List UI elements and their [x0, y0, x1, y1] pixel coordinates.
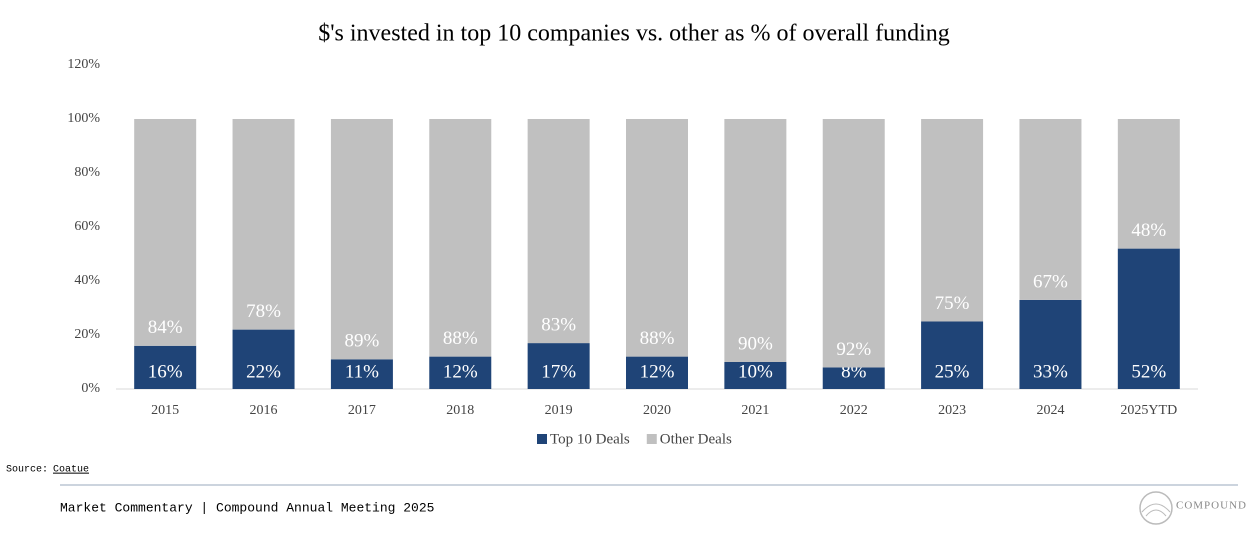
bar-segment: [626, 356, 688, 389]
bar-segment: [822, 367, 885, 389]
legend-swatch: [537, 434, 547, 444]
bar-segment: [626, 119, 688, 357]
bar-segment: [134, 119, 197, 346]
value-label: 33%: [1033, 361, 1068, 382]
y-tick-label: 0%: [81, 381, 100, 396]
x-tick-label: 2021: [741, 403, 769, 418]
x-tick-label: 2017: [348, 403, 376, 418]
bar-segment: [232, 329, 295, 389]
value-label: 48%: [1131, 220, 1166, 241]
bar-segment: [1117, 248, 1180, 389]
value-label: 92%: [836, 339, 871, 360]
value-label: 12%: [640, 361, 675, 382]
x-tick-label: 2025YTD: [1120, 403, 1177, 418]
value-label: 88%: [640, 328, 675, 349]
bar-segment: [527, 343, 590, 389]
value-label: 84%: [148, 317, 183, 338]
bar-segment: [330, 119, 393, 360]
bar-segment: [822, 119, 885, 368]
y-tick-label: 100%: [67, 111, 100, 126]
bar-segment: [724, 119, 787, 362]
x-tick-label: 2016: [250, 403, 278, 418]
chart-title: $'s invested in top 10 companies vs. oth…: [318, 21, 950, 47]
value-label: 22%: [246, 361, 281, 382]
bar-segment: [232, 119, 295, 330]
value-label: 12%: [443, 361, 478, 382]
x-tick-label: 2019: [545, 403, 573, 418]
source-label: Source:: [6, 465, 48, 476]
bar-segment: [330, 359, 393, 389]
legend-label: Top 10 Deals: [550, 431, 630, 447]
bar-segment: [1019, 119, 1082, 300]
bar-segment: [724, 362, 787, 389]
value-label: 90%: [738, 333, 773, 354]
y-tick-label: 40%: [74, 273, 100, 288]
logo-mark: [1139, 491, 1173, 525]
x-tick-label: 2020: [643, 403, 671, 418]
bar-segment: [921, 119, 984, 322]
bar-segment: [527, 119, 590, 344]
x-tick-label: 2015: [151, 403, 179, 418]
bar-segment: [429, 119, 492, 357]
value-label: 75%: [935, 293, 970, 314]
value-label: 11%: [345, 361, 379, 382]
value-label: 10%: [738, 361, 773, 382]
y-tick-label: 20%: [74, 327, 100, 342]
source-link[interactable]: Coatue: [53, 465, 89, 476]
bar-segment: [1117, 119, 1180, 249]
value-label: 88%: [443, 328, 478, 349]
value-label: 78%: [246, 301, 281, 322]
value-label: 52%: [1131, 361, 1166, 382]
bar-segment: [134, 345, 197, 389]
x-tick-label: 2024: [1036, 403, 1064, 418]
value-label: 89%: [344, 331, 379, 352]
value-label: 17%: [541, 361, 576, 382]
value-label: 16%: [148, 361, 183, 382]
y-tick-label: 80%: [74, 165, 100, 180]
logo-text: COMPOUND: [1176, 500, 1247, 512]
value-label: 67%: [1033, 271, 1068, 292]
x-tick-label: 2023: [938, 403, 966, 418]
legend-label: Other Deals: [660, 431, 732, 447]
logo-arcs: [1141, 503, 1171, 517]
value-label: 25%: [935, 361, 970, 382]
y-tick-label: 60%: [74, 219, 100, 234]
y-tick-label: 120%: [67, 57, 100, 72]
value-label: 83%: [541, 314, 576, 335]
bar-segment: [429, 356, 492, 389]
x-tick-label: 2022: [840, 403, 868, 418]
bar-segment: [921, 321, 984, 389]
legend-swatch: [646, 434, 657, 444]
x-tick-label: 2018: [446, 403, 474, 418]
bar-segment: [1019, 299, 1082, 389]
footer-text: Market Commentary | Compound Annual Meet…: [60, 500, 434, 515]
